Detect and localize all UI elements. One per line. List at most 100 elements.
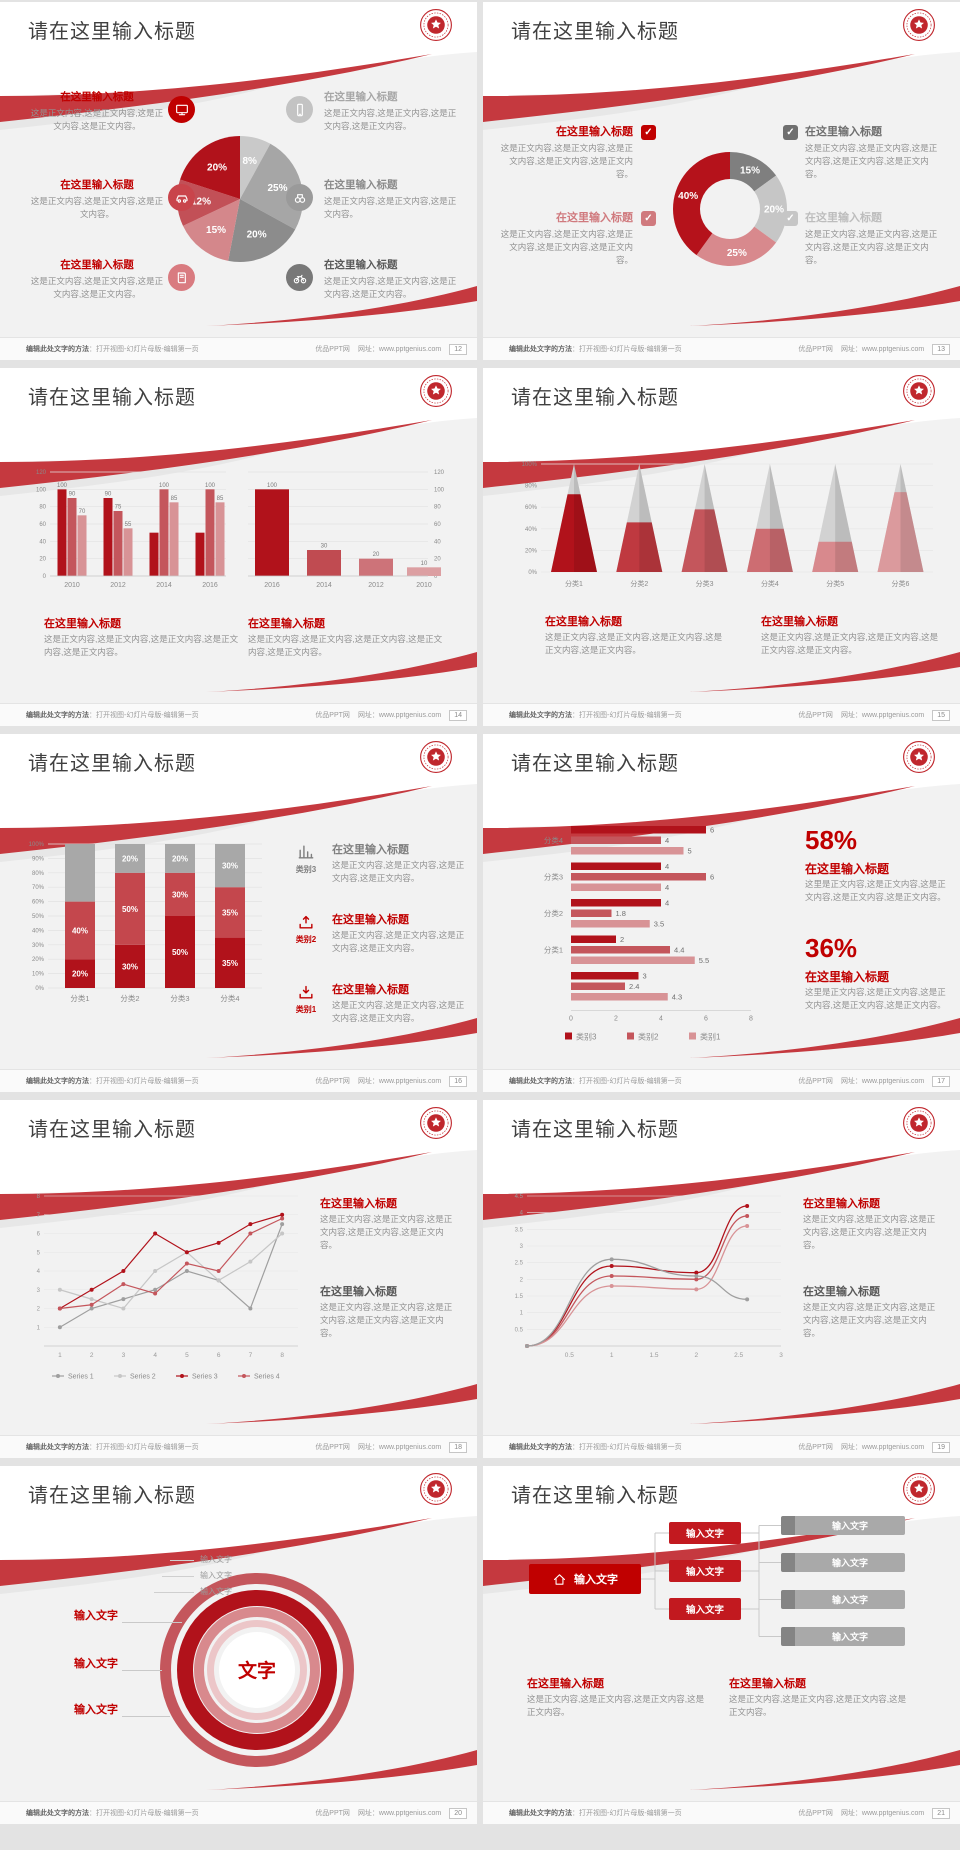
stat-body: 这里是正文内容,这是正文内容,这是正文内容,这是正文内容,这是正文内容。 bbox=[805, 879, 946, 902]
svg-text:4: 4 bbox=[665, 883, 669, 892]
svg-text:90%: 90% bbox=[32, 856, 45, 862]
pie-slice bbox=[228, 199, 296, 262]
svg-text:120: 120 bbox=[36, 470, 47, 476]
callout-body: 这是正文内容,这是正文内容,这是正文内容,这是正文内容。 bbox=[324, 276, 457, 299]
section-title: 在这里输入标题 bbox=[44, 618, 121, 630]
stack-segment bbox=[115, 944, 145, 988]
stack-segment bbox=[215, 887, 245, 938]
footer-right: 优品PPT网 网址：www.pptgenius.com 14 bbox=[315, 709, 467, 721]
svg-text:分类1: 分类1 bbox=[544, 945, 563, 955]
category-tag: 类别3 bbox=[295, 865, 317, 874]
pyramid-fill bbox=[746, 528, 793, 572]
callout-title: 在这里输入标题 bbox=[320, 1286, 397, 1298]
svg-text:2.5: 2.5 bbox=[515, 1261, 524, 1267]
book-icon bbox=[177, 271, 186, 283]
curve-series bbox=[526, 1205, 748, 1347]
callout-title: 在这里输入标题 bbox=[803, 1198, 880, 1210]
pyramid-fill bbox=[877, 492, 924, 572]
slide-thumbnail-page-12[interactable]: 请在这里输入标题 8% 25% 20% 15% 12% 20% 在这里输入标题 这是正文内容,这… bbox=[0, 2, 477, 360]
svg-text:20%: 20% bbox=[525, 548, 538, 554]
svg-text:20%: 20% bbox=[247, 229, 267, 240]
slide-footer: 编辑此处文字的方法：打开视图-幻灯片母版-编辑第一页 优品PPT网 网址：www.p… bbox=[0, 703, 477, 726]
svg-text:90: 90 bbox=[69, 492, 76, 498]
curve-series bbox=[526, 1225, 748, 1347]
slide-thumbnail-page-21[interactable]: 请在这里输入标题 输入文字 输入文字 输入文字 输入文字 输入文字 输入文字 输入文字 输入文字… bbox=[483, 1466, 960, 1824]
bar bbox=[215, 502, 225, 576]
slide-thumbnail-page-14[interactable]: 请在这里输入标题 0 20 40 60 80 100 120 100 90 70 2010 90 75 55… bbox=[0, 368, 477, 726]
phone-icon bbox=[296, 103, 303, 116]
slide-footer: 编辑此处文字的方法：打开视图-幻灯片母版-编辑第一页 优品PPT网 网址：www.p… bbox=[0, 1801, 477, 1824]
callout-title: 在这里输入标题 bbox=[805, 126, 882, 138]
slide-thumbnail-page-20[interactable]: 请在这里输入标题 文字 输入文字 输入文字 输入文字 输入文字 输入文字 输入文字 编辑此处文字… bbox=[0, 1466, 477, 1824]
page-number: 17 bbox=[932, 1075, 950, 1087]
slide-footer: 编辑此处文字的方法：打开视图-幻灯片母版-编辑第一页 优品PPT网 网址：www.p… bbox=[483, 337, 960, 360]
footer-site-name: 优品PPT网 bbox=[315, 1444, 350, 1451]
svg-text:50%: 50% bbox=[172, 948, 188, 957]
diagram-ring bbox=[207, 1620, 307, 1720]
svg-text:7: 7 bbox=[37, 1213, 41, 1219]
callout-body: 这是正文内容,这是正文内容,这是正文内容。 bbox=[324, 196, 457, 219]
footer-site-url: 网址：www.pptgenius.com bbox=[357, 1078, 442, 1085]
footer-right: 优品PPT网 网址：www.pptgenius.com 19 bbox=[798, 1441, 950, 1453]
svg-text:6: 6 bbox=[217, 1352, 221, 1359]
svg-text:20%: 20% bbox=[72, 970, 88, 979]
slide-thumbnail-page-16[interactable]: 请在这里输入标题 0% 10% 20% 30% 40% 50% 60% 70% 80% 90% 100… bbox=[0, 734, 477, 1092]
bar bbox=[57, 489, 67, 576]
seal-logo-graphic bbox=[903, 1473, 935, 1505]
footer-hint-rest: ：打开视图-幻灯片母版-编辑第一页 bbox=[572, 712, 682, 719]
hbar bbox=[571, 862, 661, 870]
stack-segment bbox=[65, 844, 95, 902]
svg-text:分类2: 分类2 bbox=[630, 579, 648, 588]
pyramid-fill bbox=[616, 522, 663, 572]
svg-text:85: 85 bbox=[217, 496, 224, 502]
university-seal-logo bbox=[902, 374, 936, 408]
slide-thumbnail-page-13[interactable]: 请在这里输入标题 15% 20% 25% 40% 在这里输入标题 ✓ 这是正文内容,这是正文内… bbox=[483, 2, 960, 360]
callout-title: 在这里输入标题 bbox=[332, 914, 409, 926]
svg-text:3: 3 bbox=[122, 1352, 126, 1359]
svg-text:30: 30 bbox=[321, 544, 328, 550]
footer-hint-rest: ：打开视图-幻灯片母版-编辑第一页 bbox=[89, 1078, 199, 1085]
stacked-bar-chart: 0% 10% 20% 30% 40% 50% 60% 70% 80% 90% 100% 20% 40% 分… bbox=[29, 842, 262, 1003]
footer-hint: 编辑此处文字的方法：打开视图-幻灯片母版-编辑第一页 bbox=[26, 1076, 199, 1086]
svg-text:2: 2 bbox=[614, 1016, 618, 1023]
footer-hint: 编辑此处文字的方法：打开视图-幻灯片母版-编辑第一页 bbox=[26, 344, 199, 354]
donut-slice bbox=[730, 152, 777, 192]
slide-body: 文字 输入文字 输入文字 输入文字 输入文字 输入文字 输入文字 bbox=[0, 1466, 477, 1824]
footer-site-url: 网址：www.pptgenius.com bbox=[357, 1444, 442, 1451]
svg-text:1: 1 bbox=[520, 1311, 524, 1317]
stat-title: 在这里输入标题 bbox=[805, 970, 890, 984]
slide-thumbnail-page-15[interactable]: 请在这里输入标题 0% 20% 40% 60% 80% 100% 分类1 分类2 分类3 分类4 分类… bbox=[483, 368, 960, 726]
footer-right: 优品PPT网 网址：www.pptgenius.com 21 bbox=[798, 1807, 950, 1819]
footer-hint-rest: ：打开视图-幻灯片母版-编辑第一页 bbox=[572, 1810, 682, 1817]
page-number: 15 bbox=[932, 709, 950, 721]
bar-chart-icon bbox=[298, 845, 314, 859]
hbar bbox=[571, 847, 684, 855]
footer-hint-bold: 编辑此处文字的方法 bbox=[509, 1444, 572, 1451]
footer-site-url: 网址：www.pptgenius.com bbox=[840, 1078, 925, 1085]
svg-text:20%: 20% bbox=[32, 957, 45, 963]
hbar bbox=[571, 972, 639, 980]
svg-text:20: 20 bbox=[373, 552, 380, 558]
flow-right-label: 输入文字 bbox=[795, 1590, 905, 1609]
callout-title: 在这里输入标题 bbox=[324, 179, 398, 191]
svg-text:85: 85 bbox=[171, 496, 178, 502]
slide-footer: 编辑此处文字的方法：打开视图-幻灯片母版-编辑第一页 优品PPT网 网址：www.p… bbox=[483, 703, 960, 726]
svg-text:40%: 40% bbox=[678, 191, 698, 202]
svg-text:3: 3 bbox=[37, 1288, 41, 1294]
slide-thumbnail-page-18[interactable]: 请在这里输入标题 1 2 3 4 5 6 7 8 1 2 3 4 5 6 7 8 Series 1 Series 2… bbox=[0, 1100, 477, 1458]
footer-site-name: 优品PPT网 bbox=[798, 1078, 833, 1085]
section-body: 这是正文内容,这是正文内容,这是正文内容,这是正文内容,这是正文内容。 bbox=[44, 634, 239, 657]
svg-text:20%: 20% bbox=[207, 162, 227, 173]
callout-body: 这是正文内容,这是正文内容,这是正文内容,这是正文内容,这是正文内容。 bbox=[803, 1214, 936, 1250]
slide-body: 0% 10% 20% 30% 40% 50% 60% 70% 80% 90% 100% 20% 40% 分… bbox=[0, 734, 477, 1092]
svg-text:Series 3: Series 3 bbox=[192, 1374, 218, 1381]
svg-text:8: 8 bbox=[37, 1194, 41, 1200]
slide-thumbnail-page-19[interactable]: 请在这里输入标题 0.5 1 1.5 2 2.5 3 3.5 4 4.5 0.5 1 1.5 2 2.5 3 在… bbox=[483, 1100, 960, 1458]
svg-text:分类4: 分类4 bbox=[761, 579, 779, 588]
section-title: 在这里输入标题 bbox=[545, 616, 622, 628]
university-seal-logo bbox=[902, 740, 936, 774]
svg-text:3: 3 bbox=[520, 1244, 524, 1250]
svg-text:5: 5 bbox=[688, 847, 692, 856]
slide-title: 请在这里输入标题 bbox=[511, 21, 679, 43]
slide-thumbnail-page-17[interactable]: 请在这里输入标题 分类4 6 4 5 分类3 4 6 4 分类2 4 1.8 3.5 分类1 2 4.4 5.5… bbox=[483, 734, 960, 1092]
